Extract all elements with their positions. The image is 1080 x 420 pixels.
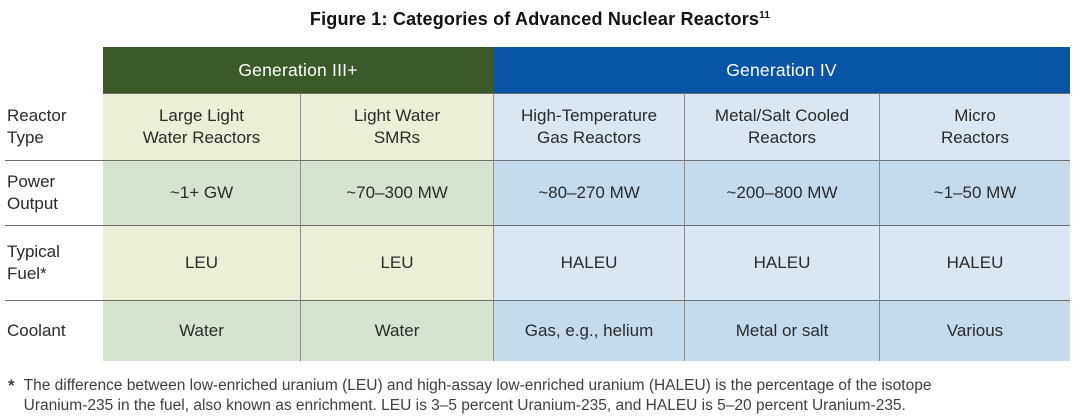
table-cell: Metal or salt — [684, 300, 879, 361]
generation-iv-header: Generation IV — [493, 47, 1070, 93]
row-header-power-output: Power Output — [5, 160, 103, 225]
table-cell: Light Water SMRs — [300, 93, 493, 160]
table-cell: ~1–50 MW — [879, 160, 1070, 225]
table-cell: Micro Reactors — [879, 93, 1070, 160]
footnote-reference-superscript: 11 — [759, 10, 771, 21]
figure-title: Figure 1: Categories of Advanced Nuclear… — [0, 9, 1080, 30]
table-cell: Water — [300, 300, 493, 361]
table-cell: ~80–270 MW — [493, 160, 684, 225]
table-cell: HALEU — [879, 225, 1070, 300]
table-cell: Metal/Salt Cooled Reactors — [684, 93, 879, 160]
table-footnote: * The difference between low-enriched ur… — [8, 376, 1070, 417]
footnote-asterisk: * — [8, 376, 15, 395]
figure-title-text: Figure 1: Categories of Advanced Nuclear… — [309, 9, 760, 29]
row-header-reactor-type: Reactor Type — [5, 93, 103, 160]
table-cell: Large Light Water Reactors — [103, 93, 300, 160]
footnote-line-1: The difference between low-enriched uran… — [23, 377, 932, 394]
row-header-typical-fuel: Typical Fuel* — [5, 225, 103, 300]
table-cell: ~70–300 MW — [300, 160, 493, 225]
table-cell: HALEU — [684, 225, 879, 300]
table-cell: ~1+ GW — [103, 160, 300, 225]
table-cell: HALEU — [493, 225, 684, 300]
table-corner-cell — [5, 47, 103, 93]
table-cell: ~200–800 MW — [684, 160, 879, 225]
table-cell: LEU — [300, 225, 493, 300]
table-cell: LEU — [103, 225, 300, 300]
reactor-categories-table: Generation III+ Generation IV Reactor Ty… — [5, 47, 1070, 361]
table-cell: Gas, e.g., helium — [493, 300, 684, 361]
row-header-coolant: Coolant — [5, 300, 103, 361]
footnote-text: The difference between low-enriched uran… — [24, 376, 932, 417]
footnote-line-2: Uranium-235 in the fuel, also known as e… — [23, 397, 906, 415]
table-cell: Various — [879, 300, 1070, 361]
table-cell: Water — [103, 300, 300, 361]
generation-iii-plus-header: Generation III+ — [103, 47, 493, 93]
table-cell: High-Temperature Gas Reactors — [493, 93, 684, 160]
